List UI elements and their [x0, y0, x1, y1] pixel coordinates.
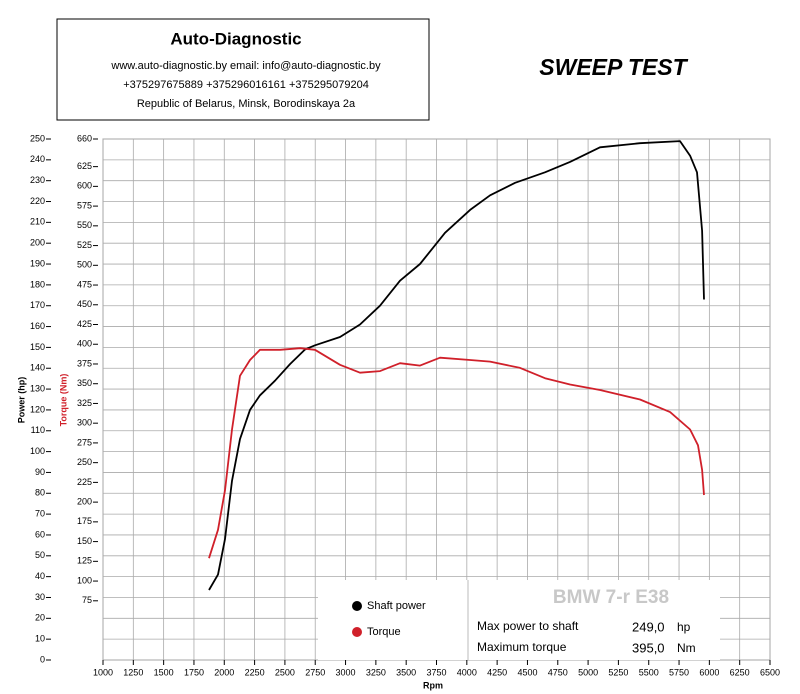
y-tick-label: 180	[30, 279, 45, 289]
y2-tick-label: 450	[77, 299, 92, 309]
x-tick-label: 1500	[154, 667, 174, 677]
series-line	[208, 140, 705, 591]
y-tick-label: 150	[30, 342, 45, 352]
x-tick-label: 1000	[93, 667, 113, 677]
info-label: Max power to shaft	[477, 619, 579, 633]
y2-tick-label: 575	[77, 200, 92, 210]
y-axis-title: Power (hp)	[16, 377, 26, 424]
y2-tick-label: 175	[77, 516, 92, 526]
x-tick-label: 4250	[487, 667, 507, 677]
y2-tick-label: 225	[77, 477, 92, 487]
y-tick-label: 230	[30, 175, 45, 185]
y2-tick-label: 200	[77, 496, 92, 506]
x-tick-label: 3250	[366, 667, 386, 677]
y-tick-label: 100	[30, 446, 45, 456]
y2-tick-label: 400	[77, 339, 92, 349]
y2-tick-label: 125	[77, 556, 92, 566]
y2-tick-label: 375	[77, 358, 92, 368]
x-tick-label: 3500	[396, 667, 416, 677]
y-tick-label: 110	[31, 425, 45, 435]
y2-tick-label: 550	[77, 220, 92, 230]
y2-tick-label: 275	[77, 437, 92, 447]
info-label: Maximum torque	[477, 640, 567, 654]
series-line	[208, 347, 705, 559]
y2-axis-title: Torque (Nm)	[58, 374, 68, 427]
y-tick-label: 70	[35, 508, 45, 518]
x-tick-label: 4750	[548, 667, 568, 677]
x-tick-label: 4000	[457, 667, 477, 677]
x-tick-label: 3750	[426, 667, 446, 677]
x-tick-label: 5250	[608, 667, 628, 677]
y2-tick-label: 475	[77, 279, 92, 289]
legend-label: Shaft power	[367, 600, 426, 612]
y-tick-label: 40	[35, 571, 45, 581]
y2-tick-label: 325	[77, 398, 92, 408]
legend-box	[318, 580, 468, 660]
y-tick-label: 170	[30, 300, 45, 310]
header-line: +375297675889 +375296016161 +37529507920…	[123, 79, 369, 91]
y2-tick-label: 600	[77, 181, 92, 191]
y-tick-label: 220	[30, 196, 45, 206]
info-box	[468, 580, 720, 660]
x-tick-label: 4500	[517, 667, 537, 677]
y2-tick-label: 625	[77, 161, 92, 171]
header-line: Republic of Belarus, Minsk, Borodinskaya…	[137, 98, 356, 110]
y-tick-label: 160	[30, 321, 45, 331]
legend-label: Torque	[367, 626, 401, 638]
y-tick-label: 30	[35, 592, 45, 602]
x-tick-label: 6250	[730, 667, 750, 677]
y2-tick-label: 300	[77, 418, 92, 428]
y2-tick-label: 150	[77, 536, 92, 546]
x-tick-label: 6000	[699, 667, 719, 677]
info-unit: hp	[677, 620, 691, 634]
y-tick-label: 210	[30, 217, 45, 227]
x-axis-title: Rpm	[423, 680, 443, 690]
legend-marker	[352, 601, 362, 611]
chart-title: SWEEP TEST	[539, 54, 688, 80]
y-tick-label: 240	[30, 154, 45, 164]
y-tick-label: 50	[35, 550, 45, 560]
y2-tick-label: 250	[77, 457, 92, 467]
y2-tick-label: 500	[77, 260, 92, 270]
y-tick-label: 130	[30, 383, 45, 393]
x-tick-label: 2500	[275, 667, 295, 677]
x-tick-label: 5750	[669, 667, 689, 677]
y-tick-label: 90	[35, 467, 45, 477]
y-tick-label: 10	[35, 634, 45, 644]
grid	[102, 138, 771, 661]
y-tick-label: 20	[35, 613, 45, 623]
y2-tick-label: 660	[77, 133, 92, 143]
y-tick-label: 60	[35, 529, 45, 539]
legend-marker	[352, 627, 362, 637]
x-tick-label: 1750	[184, 667, 204, 677]
info-unit: Nm	[677, 641, 696, 655]
y-tick-label: 80	[35, 488, 45, 498]
x-tick-label: 2000	[214, 667, 234, 677]
x-tick-label: 5000	[578, 667, 598, 677]
car-name: BMW 7-r E38	[553, 587, 669, 608]
x-tick-label: 2250	[245, 667, 265, 677]
y2-tick-label: 425	[77, 319, 92, 329]
info-value: 395,0	[632, 640, 665, 655]
info-value: 249,0	[632, 619, 665, 634]
y2-tick-label: 100	[77, 575, 92, 585]
y-tick-label: 190	[30, 258, 45, 268]
y-tick-label: 120	[30, 404, 45, 414]
header-title: Auto-Diagnostic	[170, 29, 301, 48]
x-tick-label: 1250	[123, 667, 143, 677]
y2-tick-label: 75	[82, 595, 92, 605]
x-tick-label: 3000	[336, 667, 356, 677]
x-tick-label: 5500	[639, 667, 659, 677]
y2-tick-label: 525	[77, 240, 92, 250]
y-tick-label: 250	[30, 133, 45, 143]
x-tick-label: 2750	[305, 667, 325, 677]
y-tick-label: 200	[30, 238, 45, 248]
header-box	[56, 18, 430, 121]
x-tick-label: 6500	[760, 667, 780, 677]
header-line: www.auto-diagnostic.by email: info@auto-…	[110, 60, 381, 72]
y2-tick-label: 350	[77, 378, 92, 388]
y-tick-label: 140	[30, 363, 45, 373]
y-tick-label: 0	[40, 654, 45, 664]
